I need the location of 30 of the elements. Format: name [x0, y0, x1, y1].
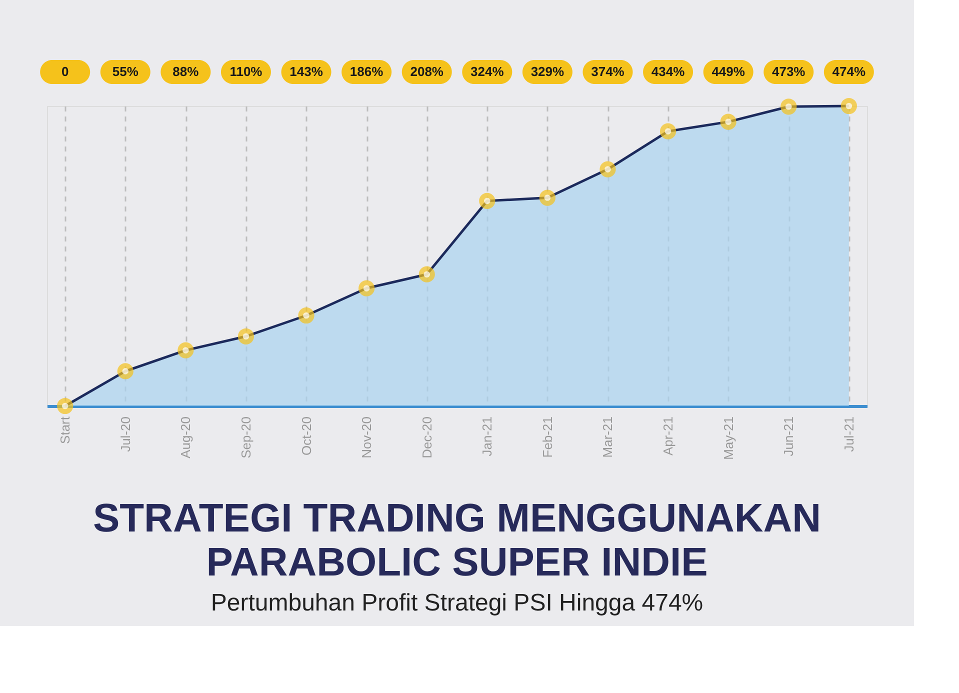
x-tick-label: Start: [58, 416, 73, 444]
x-tick-label: Dec-20: [419, 416, 434, 458]
data-label: 449%: [712, 64, 746, 79]
x-tick-label: Oct-20: [298, 416, 314, 456]
data-label: 329%: [530, 64, 565, 79]
data-label: 434%: [651, 64, 686, 79]
x-tick-label: Aug-20: [178, 416, 194, 458]
x-tick-label: Feb-21: [540, 416, 555, 458]
x-tick-label: Mar-21: [600, 416, 616, 458]
x-tick-label: May-21: [720, 416, 736, 460]
data-label: 110%: [230, 64, 263, 79]
text: STRATEGI TRADING MENGGUNAKAN PARABOLIC SUPER INDIE: [92, 496, 822, 584]
text: Pertumbuhan Profit Strategi PSI Hingga 474%: [210, 589, 704, 616]
x-tick-label: Sep-20: [238, 416, 254, 458]
data-label: 473%: [772, 64, 806, 79]
data-label: 474%: [832, 64, 866, 79]
x-tick-label: Jan-21: [480, 416, 495, 456]
data-label: 208%: [410, 64, 444, 79]
data-label: 0: [61, 64, 69, 79]
data-label: 186%: [350, 64, 384, 79]
x-tick-label: Jul-20: [118, 416, 133, 452]
data-label: 55%: [112, 64, 139, 79]
x-tick-label: Jul-21: [841, 416, 856, 452]
x-tick-label: Nov-20: [359, 416, 374, 458]
data-label: 374%: [591, 64, 625, 79]
x-tick-label: Jun-21: [781, 416, 796, 456]
x-tick-label: Apr-21: [660, 416, 676, 456]
data-label: 324%: [470, 64, 504, 79]
data-label: 143%: [290, 64, 324, 79]
data-label: 88%: [172, 64, 200, 79]
